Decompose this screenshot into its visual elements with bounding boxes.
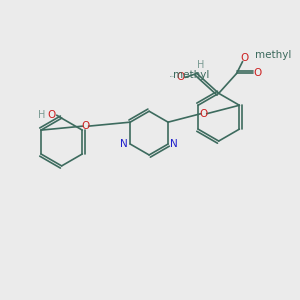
Text: H: H bbox=[197, 59, 205, 70]
Text: O: O bbox=[82, 121, 90, 131]
Text: N: N bbox=[120, 139, 128, 149]
Text: O: O bbox=[240, 52, 249, 62]
Text: O: O bbox=[254, 68, 262, 78]
Text: O: O bbox=[177, 72, 185, 82]
Text: O: O bbox=[48, 110, 56, 120]
Text: methyl: methyl bbox=[170, 76, 175, 77]
Text: methyl: methyl bbox=[254, 50, 291, 60]
Text: N: N bbox=[170, 139, 178, 149]
Text: methyl: methyl bbox=[173, 70, 209, 80]
Text: O: O bbox=[200, 109, 208, 119]
Text: H: H bbox=[38, 110, 45, 120]
